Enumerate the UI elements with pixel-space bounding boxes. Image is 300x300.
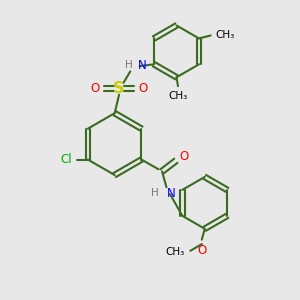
Text: O: O — [90, 82, 99, 95]
Text: O: O — [179, 149, 189, 163]
Text: CH₃: CH₃ — [168, 91, 188, 100]
Text: N: N — [138, 59, 147, 72]
Text: O: O — [197, 244, 206, 257]
Text: H: H — [124, 61, 132, 70]
Text: CH₃: CH₃ — [215, 31, 234, 40]
Text: O: O — [139, 82, 148, 95]
Text: CH₃: CH₃ — [166, 247, 185, 257]
Text: Cl: Cl — [60, 153, 72, 166]
Text: H: H — [152, 188, 159, 198]
Text: S: S — [113, 81, 125, 96]
Text: N: N — [167, 187, 175, 200]
